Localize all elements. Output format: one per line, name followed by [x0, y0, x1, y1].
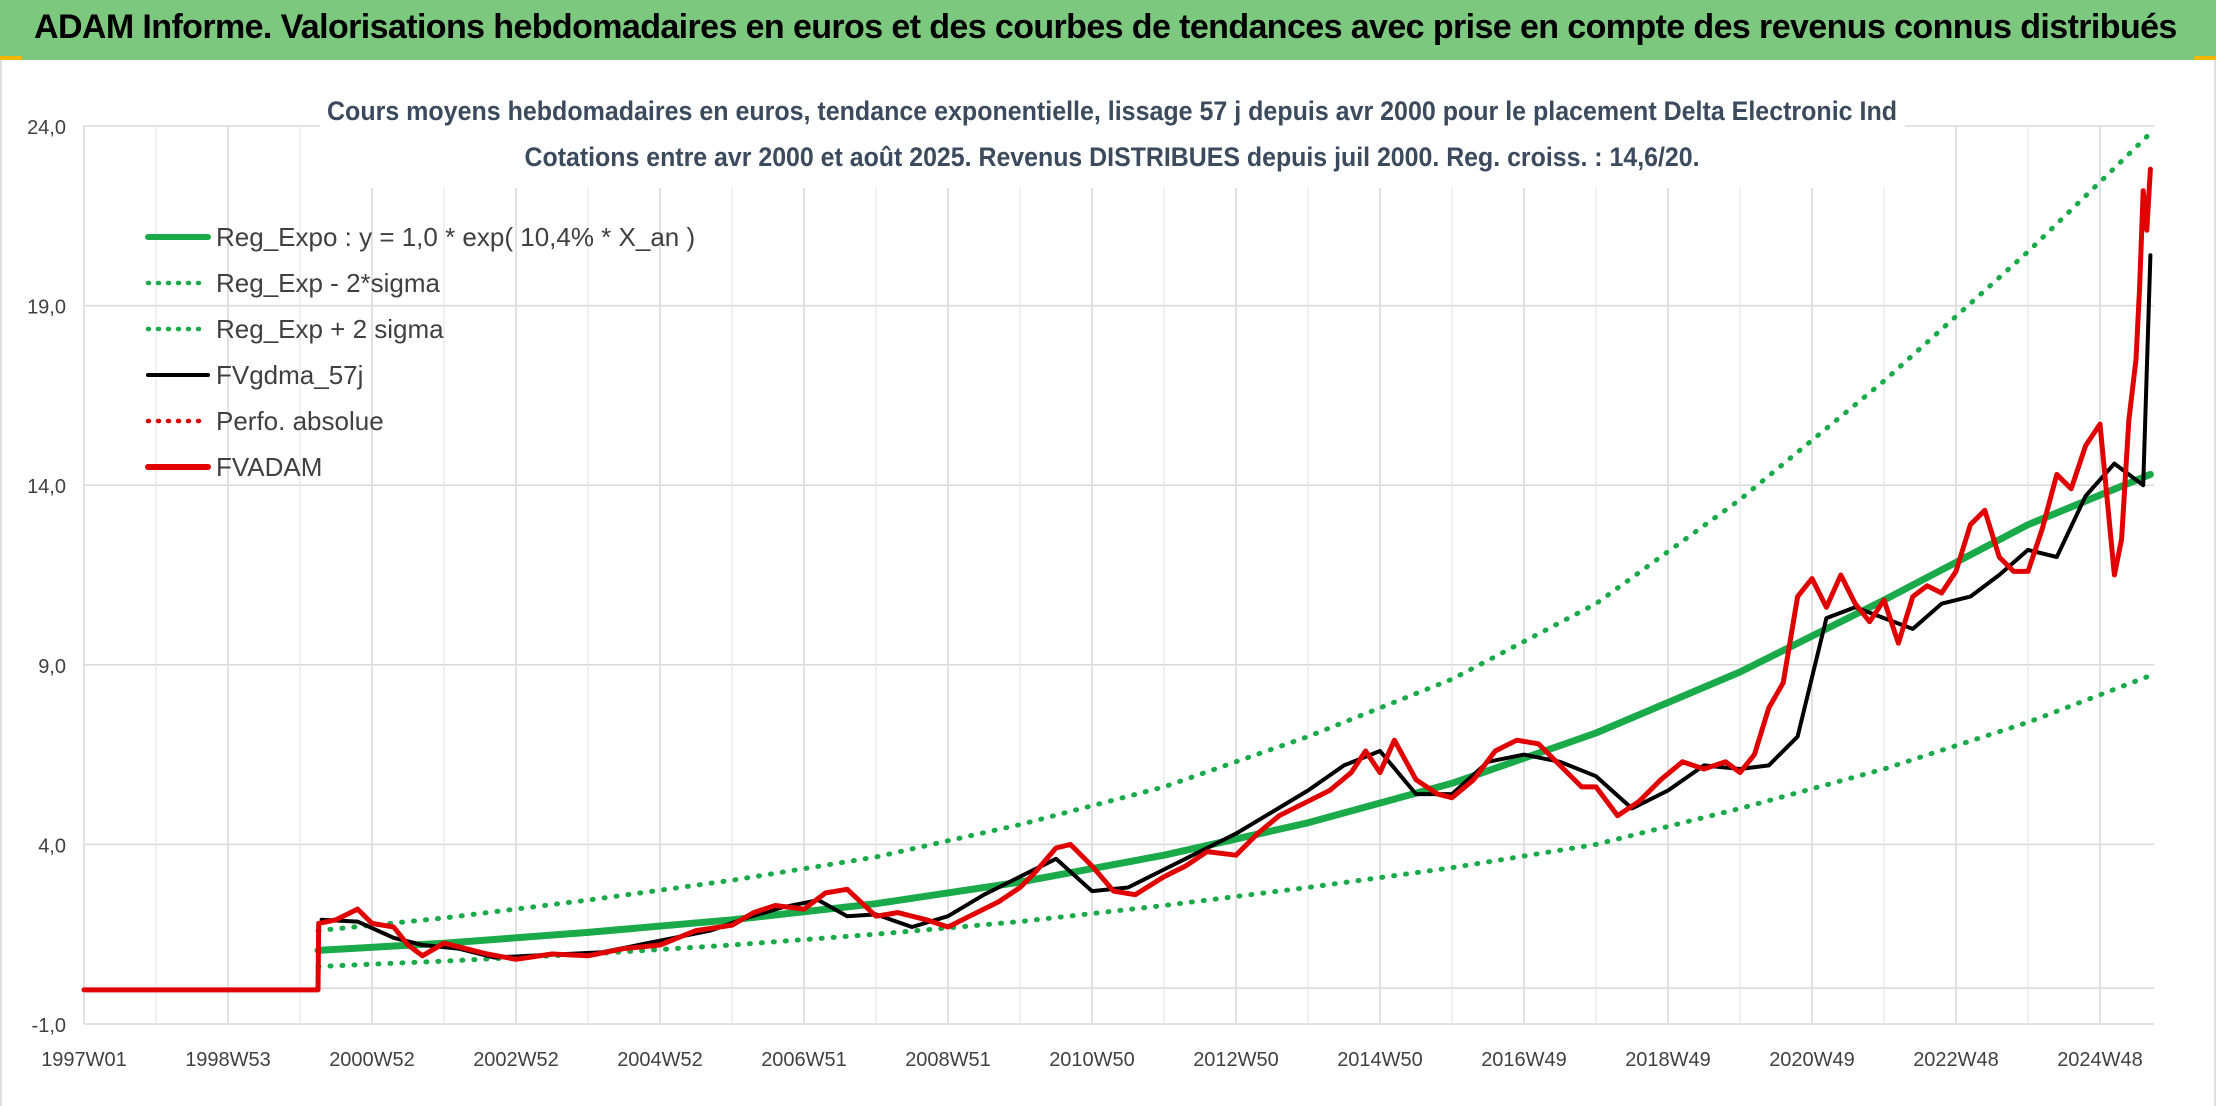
x-tick-label: 2024W48: [2057, 1049, 2143, 1071]
chart-subtitle: Cotations entre avr 2000 et août 2025. R…: [525, 142, 1700, 172]
reg-expo-line: [314, 470, 2154, 954]
x-tick-label: 2008W51: [905, 1049, 991, 1071]
x-tick-label: 2010W50: [1049, 1049, 1135, 1071]
chart-title: Cours moyens hebdomadaires en euros, ten…: [327, 96, 1897, 126]
x-tick-label: 2020W49: [1769, 1049, 1855, 1071]
x-axis-ticks: 1997W01 1998W53 2000W52 2002W52 2004W52 2006W…: [41, 1049, 2143, 1071]
legend-item-perfo: Perfo. absolue: [145, 406, 384, 436]
fvadam-line: [81, 166, 2153, 993]
legend-label: Perfo. absolue: [216, 406, 384, 436]
report-title: ADAM Informe. Valorisations hebdomadaire…: [34, 8, 2177, 46]
report-banner: ADAM Informe. Valorisations hebdomadaire…: [0, 0, 2216, 60]
legend-item-reg-exp-plus: Reg_Exp + 2 sigma: [145, 314, 444, 344]
x-tick-label: 2012W50: [1193, 1049, 1279, 1071]
y-tick-label: 19,0: [27, 297, 66, 319]
x-tick-label: 2018W49: [1625, 1049, 1711, 1071]
chart: -1,0 4,0 9,0 14,0 19,0 24,0 1997W01 1998W53 200…: [27, 90, 2154, 1071]
x-tick-label: 2014W50: [1337, 1049, 1423, 1071]
x-tick-label: 2016W49: [1481, 1049, 1567, 1071]
y-axis-ticks: -1,0 4,0 9,0 14,0 19,0 24,0: [27, 117, 66, 1037]
x-tick-label: 1998W53: [185, 1049, 271, 1071]
chart-frame: -1,0 4,0 9,0 14,0 19,0 24,0 1997W01 1998W53 200…: [0, 60, 2216, 1106]
legend: Reg_Expo : y = 1,0 * exp( 10,4% * X_an )…: [145, 222, 695, 482]
series-group: [81, 130, 2154, 993]
x-tick-label: 2006W51: [761, 1049, 847, 1071]
legend-item-fvgdma: FVgdma_57j: [146, 360, 363, 390]
x-tick-label: 2022W48: [1913, 1049, 1999, 1071]
y-tick-label: 24,0: [27, 117, 66, 139]
legend-item-reg-expo: Reg_Expo : y = 1,0 * exp( 10,4% * X_an ): [145, 222, 695, 252]
legend-label: FVADAM: [216, 452, 322, 482]
title-background: [320, 90, 1905, 188]
x-tick-label: 2000W52: [329, 1049, 415, 1071]
x-tick-label: 2004W52: [617, 1049, 703, 1071]
legend-item-fvadam: FVADAM: [145, 452, 322, 482]
y-tick-label: 14,0: [27, 476, 66, 498]
legend-item-reg-exp-minus: Reg_Exp - 2*sigma: [145, 268, 441, 298]
x-tick-label: 2002W52: [473, 1049, 559, 1071]
legend-label: Reg_Expo : y = 1,0 * exp( 10,4% * X_an ): [216, 222, 695, 252]
legend-label: Reg_Exp + 2 sigma: [216, 314, 444, 344]
gridlines: [83, 125, 2154, 1025]
reg-exp-minus-2sigma-line: [315, 673, 2153, 969]
y-tick-label: 9,0: [38, 656, 66, 678]
y-tick-label: -1,0: [32, 1015, 66, 1037]
reg-exp-plus-2sigma-line: [315, 130, 2153, 934]
legend-label: FVgdma_57j: [216, 360, 363, 390]
x-tick-label: 1997W01: [41, 1049, 127, 1071]
fvgdma-57j-line: [319, 253, 2153, 960]
y-tick-label: 4,0: [38, 835, 66, 857]
legend-label: Reg_Exp - 2*sigma: [216, 268, 441, 298]
